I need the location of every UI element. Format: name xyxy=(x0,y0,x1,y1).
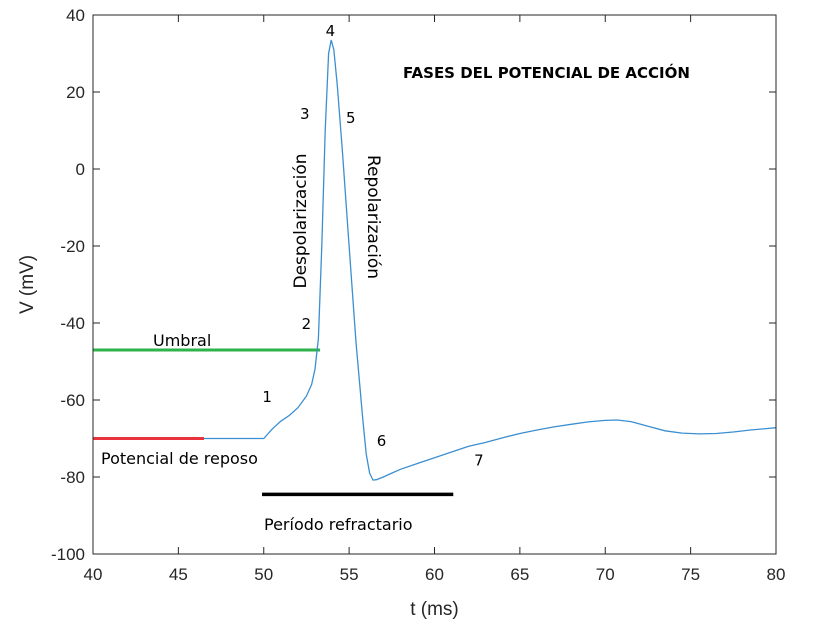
y-tick-label: -80 xyxy=(60,468,85,487)
repolarization-label: Repolarización xyxy=(363,155,383,279)
phase-number-4: 4 xyxy=(326,22,336,40)
x-tick-label: 80 xyxy=(767,565,786,584)
y-tick-label: 40 xyxy=(66,6,85,25)
x-tick-label: 70 xyxy=(596,565,615,584)
y-tick-label: -60 xyxy=(60,391,85,410)
refractory-period-label: Período refractario xyxy=(264,515,413,534)
x-tick-label: 55 xyxy=(340,565,359,584)
plot-area xyxy=(93,15,776,554)
phase-number-5: 5 xyxy=(346,109,356,127)
y-tick-label: -40 xyxy=(60,314,85,333)
phase-number-6: 6 xyxy=(377,432,387,450)
y-tick-label: 20 xyxy=(66,83,85,102)
x-tick-label: 50 xyxy=(254,565,273,584)
threshold-label: Umbral xyxy=(153,331,211,350)
depolarization-label: Despolarización xyxy=(291,153,311,288)
x-axis-label: t (ms) xyxy=(410,599,459,620)
x-tick-label: 75 xyxy=(681,565,700,584)
phase-number-2: 2 xyxy=(302,315,312,333)
x-tick-label: 60 xyxy=(425,565,444,584)
chart-title: FASES DEL POTENCIAL DE ACCIÓN xyxy=(403,63,690,82)
x-tick-label: 65 xyxy=(510,565,529,584)
phase-number-3: 3 xyxy=(300,105,310,123)
y-tick-label: 0 xyxy=(76,160,85,179)
y-tick-label: -20 xyxy=(60,237,85,256)
resting-potential-label: Potencial de reposo xyxy=(101,449,258,468)
membrane-potential-line xyxy=(204,39,777,481)
y-tick-label: -100 xyxy=(51,545,85,564)
y-axis-label: V (mV) xyxy=(17,255,38,314)
phase-number-7: 7 xyxy=(474,451,484,469)
phase-number-1: 1 xyxy=(262,388,272,406)
x-tick-label: 40 xyxy=(84,565,103,584)
x-tick-label: 45 xyxy=(169,565,188,584)
